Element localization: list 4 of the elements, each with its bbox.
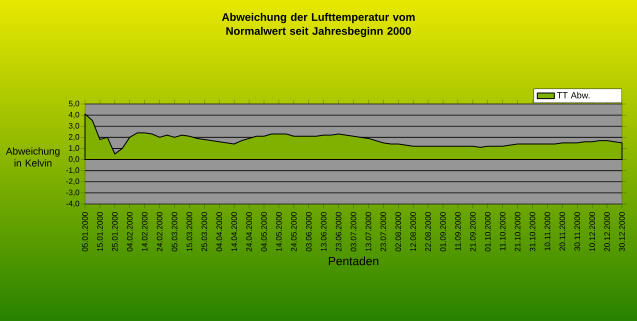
legend-label: TT Abw. bbox=[557, 92, 590, 98]
y-axis-title: Abweichung in Kelvin bbox=[6, 147, 60, 167]
x-axis-title: Pentaden bbox=[328, 256, 378, 266]
chart-title: Abweichung der Lufttemperatur vom Normalwert seit Jahresbeginn 2000 bbox=[222, 12, 415, 38]
